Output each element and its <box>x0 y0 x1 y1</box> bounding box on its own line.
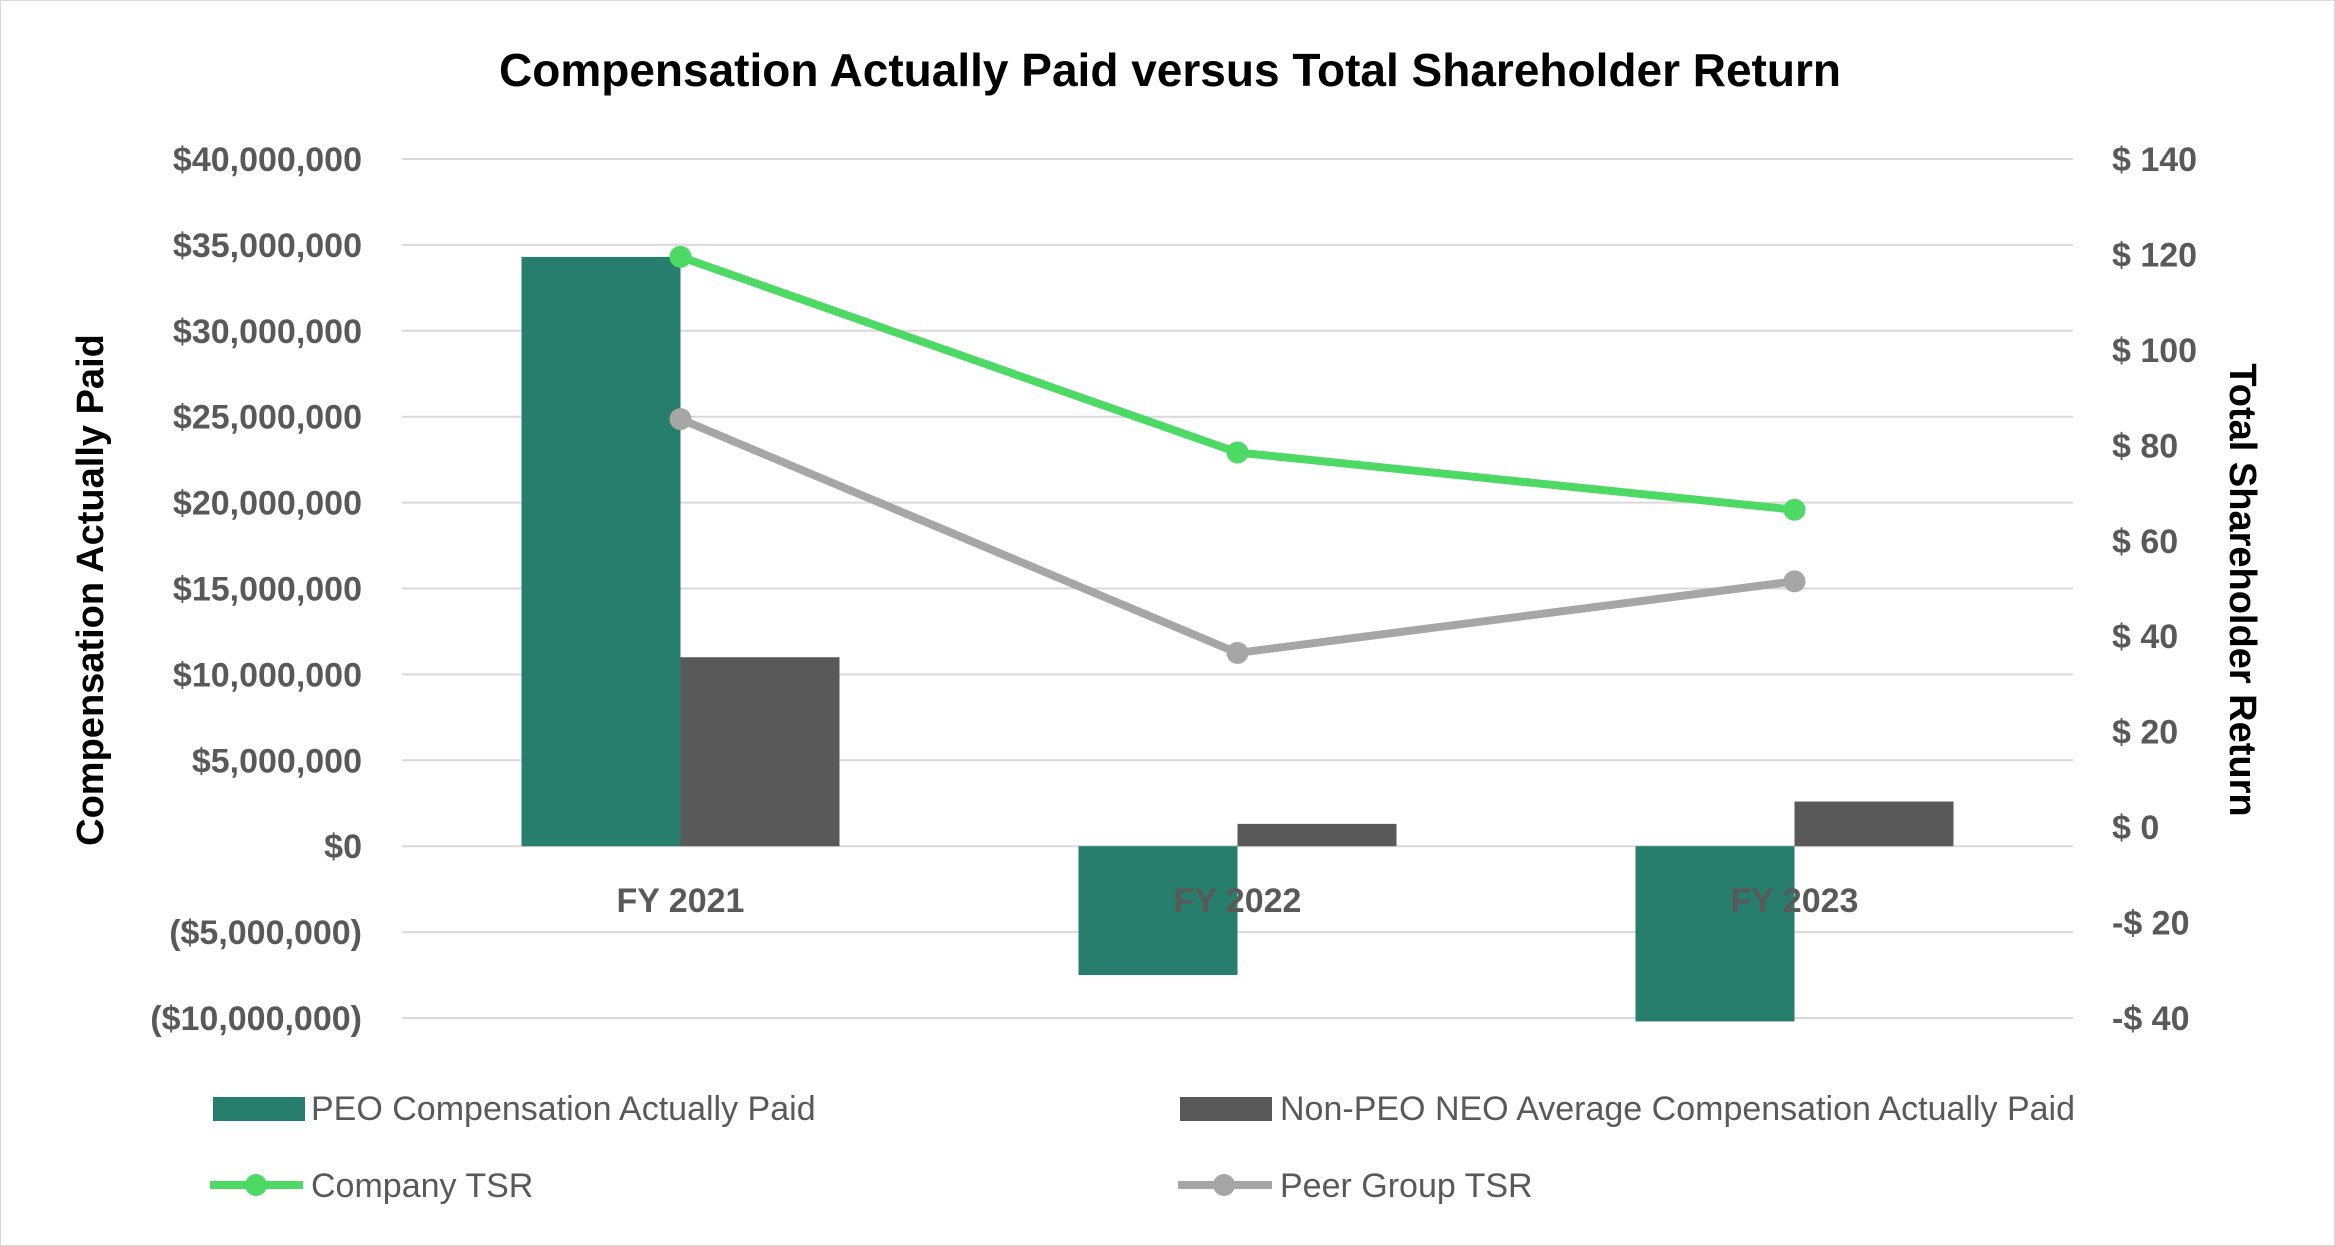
bar-non-peo-0 <box>680 657 840 847</box>
left-tick-label: $40,000,000 <box>173 141 362 179</box>
right-axis-ticks: -$ 40 -$ 20 $ 0 $ 20 $ 40 $ 60 $ 80 $ 100 $ 120 $… <box>2112 141 2197 1038</box>
marker-company-tsr-2 <box>1783 498 1806 521</box>
right-tick-label: $ 20 <box>2112 714 2178 752</box>
y-axis-title: Compensation Actually Paid <box>70 334 112 846</box>
marker-company-tsr-0 <box>669 245 692 268</box>
category-label: FY 2022 <box>1174 882 1302 920</box>
right-tick-label: $ 100 <box>2112 332 2197 370</box>
right-tick-label: -$ 20 <box>2112 905 2190 943</box>
left-tick-label: $5,000,000 <box>192 742 362 780</box>
line-company-tsr <box>676 252 1799 514</box>
marker-peer-tsr-0 <box>669 408 692 431</box>
bar-peo-0 <box>521 256 681 847</box>
left-tick-label: $15,000,000 <box>173 571 362 609</box>
bars <box>521 256 1954 1022</box>
right-tick-label: $ 60 <box>2112 523 2178 561</box>
y2-axis-title: Total Shareholder Return <box>2221 363 2263 816</box>
category-label: FY 2023 <box>1731 882 1859 920</box>
category-labels: FY 2021 FY 2022 FY 2023 <box>617 882 1859 920</box>
bar-peo-2 <box>1635 846 1795 1022</box>
left-tick-label: ($10,000,000) <box>150 1000 362 1038</box>
right-tick-label: $ 40 <box>2112 618 2178 656</box>
marker-peer-tsr-1 <box>1226 641 1249 664</box>
right-tick-label: $ 140 <box>2112 141 2197 179</box>
bar-non-peo-2 <box>1794 801 1954 847</box>
left-tick-label: $0 <box>324 828 362 866</box>
left-axis-ticks: ($10,000,000) ($5,000,000) $0 $5,000,000 $10… <box>150 141 362 1038</box>
left-tick-label: $25,000,000 <box>173 399 362 437</box>
legend-label-peo: PEO Compensation Actually Paid <box>311 1090 816 1128</box>
left-tick-label: $35,000,000 <box>173 227 362 265</box>
right-tick-label: $ 0 <box>2112 809 2159 847</box>
bar-peo-1 <box>1078 846 1238 976</box>
legend-marker-company-tsr <box>245 1174 267 1196</box>
legend-label-company-tsr: Company TSR <box>311 1167 533 1205</box>
legend-marker-peer-tsr <box>1213 1174 1235 1196</box>
left-tick-label: $20,000,000 <box>173 485 362 523</box>
legend: PEO Compensation Actually Paid Non-PEO NE… <box>210 1090 2075 1205</box>
chart-title: Compensation Actually Paid versus Total … <box>499 44 1841 96</box>
left-tick-label: ($5,000,000) <box>169 914 362 952</box>
right-tick-label: $ 120 <box>2112 236 2197 274</box>
marker-peer-tsr-2 <box>1783 570 1806 593</box>
category-label: FY 2021 <box>617 882 745 920</box>
bar-non-peo-1 <box>1237 823 1397 847</box>
legend-swatch-non-peo <box>1180 1097 1272 1121</box>
legend-label-non-peo: Non-PEO NEO Average Compensation Actuall… <box>1280 1090 2075 1128</box>
marker-company-tsr-1 <box>1226 441 1249 464</box>
tsr-lines <box>669 245 1806 664</box>
right-tick-label: $ 80 <box>2112 427 2178 465</box>
legend-label-peer-tsr: Peer Group TSR <box>1280 1167 1533 1205</box>
right-tick-label: -$ 40 <box>2112 1000 2190 1038</box>
left-tick-label: $30,000,000 <box>173 313 362 351</box>
left-tick-label: $10,000,000 <box>173 656 362 694</box>
legend-swatch-peo <box>213 1097 305 1121</box>
